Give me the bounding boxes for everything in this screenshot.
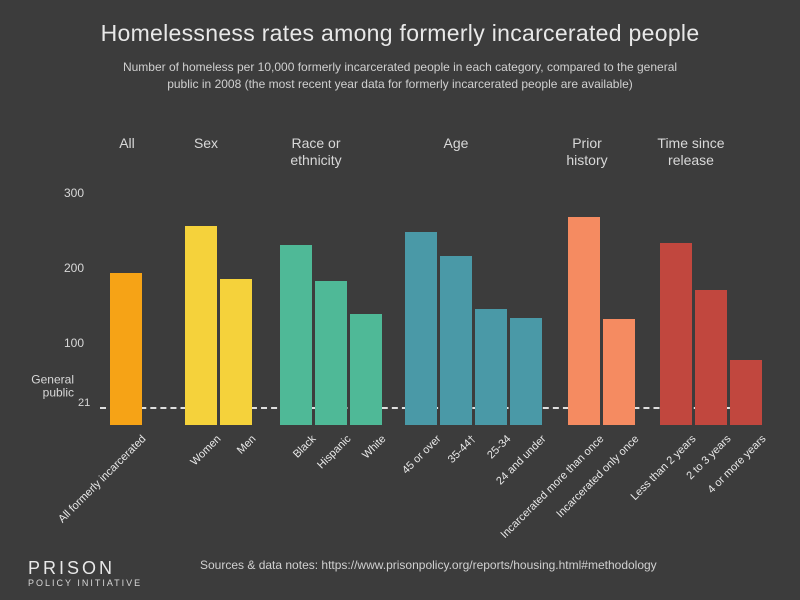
chart-title: Homelessness rates among formerly incarc… bbox=[0, 0, 800, 47]
bar bbox=[110, 273, 142, 425]
bar bbox=[730, 360, 762, 425]
group-label: Sex bbox=[194, 135, 218, 152]
chart-area: All Sex Race or ethnicity Age Prior history T… bbox=[80, 135, 760, 475]
bar-label: 35-44† bbox=[446, 433, 479, 466]
bar bbox=[568, 217, 600, 426]
bar bbox=[603, 319, 635, 426]
bar bbox=[185, 226, 217, 425]
logo-top: PRISON bbox=[28, 558, 142, 579]
bar-label: 25-34 bbox=[485, 433, 513, 461]
bar bbox=[220, 279, 252, 425]
bar-label: White bbox=[360, 433, 388, 461]
baseline-value: 21 bbox=[78, 397, 90, 409]
bar bbox=[315, 281, 347, 425]
bar-label: Black bbox=[291, 433, 319, 461]
logo-bottom: POLICY INITIATIVE bbox=[28, 578, 142, 588]
footer: PRISON POLICY INITIATIVE Sources & data … bbox=[0, 543, 800, 588]
group-label: Time since release bbox=[657, 135, 724, 169]
bar bbox=[660, 243, 692, 425]
y-tick: 200 bbox=[64, 261, 84, 275]
baseline-label: General public bbox=[18, 373, 74, 401]
group-label: Prior history bbox=[566, 135, 607, 169]
bar bbox=[510, 318, 542, 425]
group-label: Race or ethnicity bbox=[290, 135, 341, 169]
bar-label: 45 or over bbox=[400, 433, 444, 477]
bar bbox=[695, 290, 727, 425]
y-tick: 100 bbox=[64, 336, 84, 350]
chart-subtitle: Number of homeless per 10,000 formerly i… bbox=[0, 47, 800, 93]
bar bbox=[405, 232, 437, 426]
group-labels: All Sex Race or ethnicity Age Prior history T… bbox=[80, 135, 760, 170]
y-tick: 300 bbox=[64, 186, 84, 200]
bar bbox=[350, 314, 382, 425]
group-label: All bbox=[119, 135, 135, 152]
bar-label: All formerly incarcerated bbox=[56, 433, 148, 525]
bar bbox=[440, 256, 472, 425]
plot: 100200300General public21All formerly in… bbox=[100, 185, 740, 425]
logo: PRISON POLICY INITIATIVE bbox=[28, 558, 142, 588]
group-label: Age bbox=[444, 135, 469, 152]
bar-label: Hispanic bbox=[315, 433, 353, 471]
bar-label: Men bbox=[235, 433, 259, 457]
bar-label: Women bbox=[188, 433, 223, 468]
bar bbox=[475, 309, 507, 425]
bar bbox=[280, 245, 312, 425]
source-text: Sources & data notes: https://www.prison… bbox=[200, 558, 657, 572]
